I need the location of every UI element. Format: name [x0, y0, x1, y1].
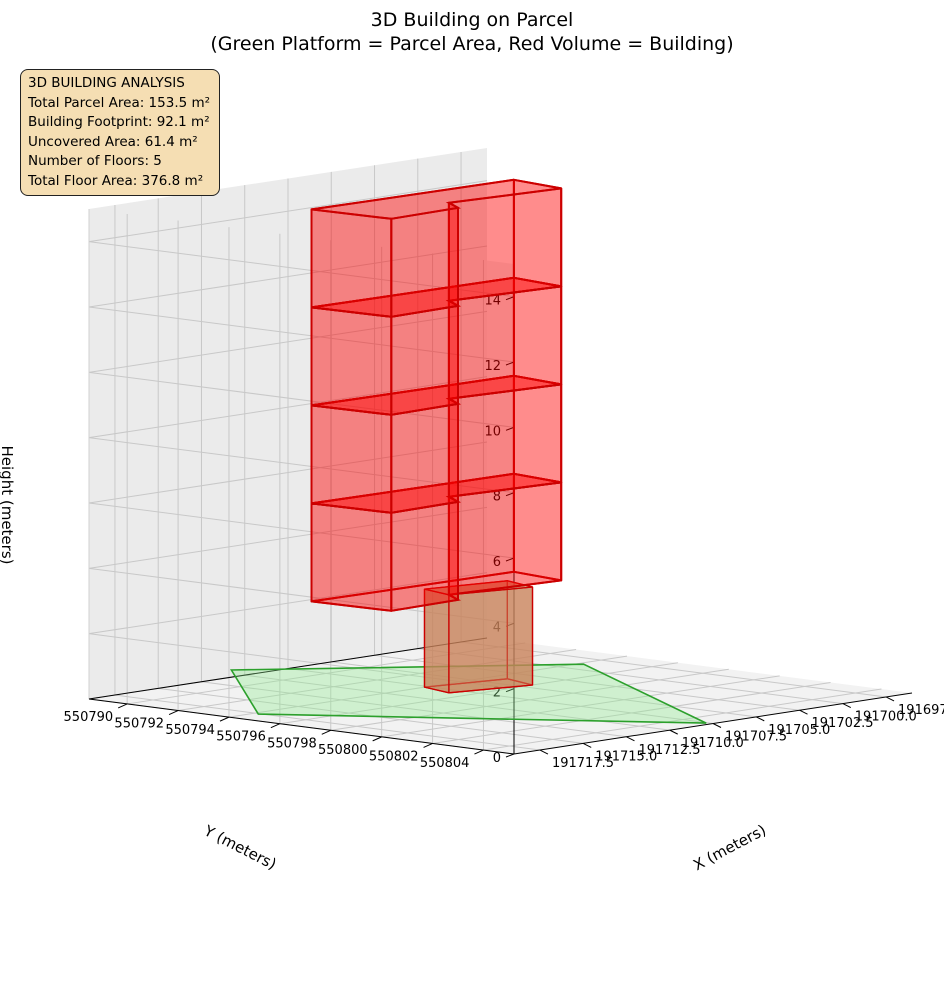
- grid-line-z-right: [88, 572, 488, 635]
- z-tick-label: 12: [484, 359, 501, 374]
- grid-line-x-floor: [331, 661, 757, 718]
- chart-title: 3D Building on Parcel: [371, 9, 574, 31]
- info-line-parcel-area: Total Parcel Area: 153.5 m²: [28, 94, 211, 111]
- x-tick-mark: [799, 709, 808, 715]
- grid-line-z-left: [88, 371, 515, 428]
- y-tick-mark: [321, 729, 331, 735]
- x-tick-mark: [756, 716, 765, 722]
- grid-line-z-left: [88, 306, 515, 363]
- z-tick-mark: [505, 296, 515, 301]
- z-tick-label: 6: [493, 555, 501, 570]
- floor-3-side: [390, 402, 459, 514]
- z-tick-mark: [505, 688, 515, 693]
- floor-2-side: [447, 481, 563, 596]
- x-tick-mark: [842, 703, 852, 709]
- y-tick-label: 550800: [318, 743, 368, 758]
- x-tick-mark: [582, 742, 592, 748]
- y-tick-mark: [168, 710, 179, 715]
- x-tick-label: 191705.0: [768, 723, 830, 738]
- x-tick-label: 191700.0: [855, 710, 917, 725]
- z-tick-mark: [505, 361, 515, 366]
- info-line-uncovered: Uncovered Area: 61.4 m²: [28, 133, 198, 150]
- z-tick-label: 14: [484, 294, 501, 309]
- x-tick-mark: [626, 736, 635, 742]
- tick-labels: 191697.5191700.0191702.5191705.0191707.5…: [64, 294, 944, 771]
- z-axis-label: Height (meters): [0, 446, 16, 565]
- x-tick-label: 191717.5: [552, 756, 614, 771]
- x-tick-label: 191715.0: [595, 749, 657, 764]
- grid-line-y-floor: [330, 668, 729, 731]
- x-tick-mark: [885, 696, 895, 702]
- x-axis-label: X (meters): [690, 821, 769, 874]
- y-tick-label: 550798: [267, 736, 317, 751]
- info-line-footprint: Building Footprint: 92.1 m²: [28, 114, 210, 130]
- building-analysis-box: 3D BUILDING ANALYSIS Total Parcel Area: …: [20, 69, 220, 196]
- y-tick-label: 550804: [420, 756, 470, 771]
- y-tick-label: 550792: [114, 717, 164, 732]
- grid-line-z-right: [88, 310, 488, 373]
- y-tick-mark: [270, 723, 281, 729]
- z-tick-mark: [505, 753, 515, 758]
- grid-line-x-floor: [114, 694, 541, 751]
- y-tick-label: 550794: [165, 723, 215, 738]
- z-tick-label: 0: [493, 751, 501, 766]
- grid-line-z-right: [88, 441, 488, 504]
- grid-line-x-floor: [287, 668, 714, 724]
- y-tick-label: 550796: [216, 730, 266, 745]
- parcel-platform: [229, 663, 707, 724]
- grid-line-y-floor: [432, 681, 831, 744]
- info-line-floor-area: Total Floor Area: 376.8 m²: [28, 172, 204, 189]
- x-tick-label: 191702.5: [812, 716, 874, 731]
- y-axis-line: [88, 698, 515, 755]
- floor-5-side: [390, 206, 459, 318]
- z-tick-mark: [505, 426, 515, 431]
- z-tick-label: 2: [493, 686, 501, 701]
- floor-2-side: [390, 500, 459, 612]
- grid-line-x-floor: [201, 681, 627, 738]
- plot-polygons: [229, 178, 707, 724]
- grid-line-y-floor: [381, 675, 780, 738]
- grid-line-y-floor: [483, 688, 882, 751]
- y-axis-label: Y (meters): [200, 821, 279, 873]
- grid-line-z-right: [88, 180, 488, 243]
- y-tick-mark: [423, 743, 433, 748]
- z-tick-mark: [505, 492, 515, 497]
- z-tick-label: 8: [493, 490, 501, 505]
- grid-line-z-right: [88, 245, 488, 308]
- info-heading: 3D BUILDING ANALYSIS: [28, 75, 185, 91]
- info-line-floors: Number of Floors: 5: [28, 153, 162, 169]
- y-tick-mark: [117, 703, 128, 709]
- floor-4-side: [447, 285, 563, 400]
- grid-line-z-right: [88, 376, 488, 439]
- floor-3-side: [310, 404, 393, 514]
- floor-3-side: [447, 383, 563, 498]
- floor-5-side: [447, 187, 563, 302]
- grid-line-z-left: [88, 502, 515, 559]
- y-tick-label: 550790: [64, 710, 114, 725]
- floor-2-side: [310, 502, 393, 612]
- y-tick-mark: [219, 716, 230, 722]
- floor-4-side: [310, 306, 393, 416]
- floor-4-side: [390, 304, 459, 416]
- y-tick-mark: [474, 749, 484, 755]
- grid-line-z-right: [88, 506, 488, 569]
- x-tick-label: 191697.5: [898, 703, 944, 718]
- chart-subtitle: (Green Platform = Parcel Area, Red Volum…: [210, 33, 733, 55]
- x-tick-mark: [669, 729, 678, 735]
- z-tick-label: 10: [484, 424, 501, 439]
- floor-5-side: [310, 208, 393, 318]
- y-tick-label: 550802: [369, 749, 419, 764]
- x-tick-label: 191712.5: [638, 743, 700, 758]
- floor-5-top: [311, 178, 562, 220]
- y-tick-mark: [372, 736, 382, 742]
- x-tick-label: 191707.5: [725, 730, 787, 745]
- x-tick-mark: [712, 723, 722, 728]
- grid-line-y-floor: [279, 662, 678, 725]
- z-tick-mark: [505, 557, 515, 562]
- ground-block-side: [448, 586, 534, 694]
- x-tick-mark: [539, 749, 549, 755]
- x-tick-label: 191710.0: [682, 736, 744, 751]
